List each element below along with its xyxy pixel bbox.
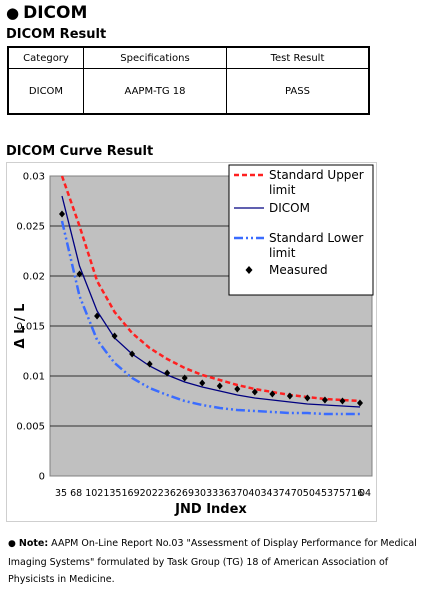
legend-label-lower-1: Standard Lower [269,231,363,245]
cell-category: DICOM [7,68,84,115]
result-table: Category Specifications Test Result DICO… [7,46,370,115]
measured-point [357,399,363,407]
measured-markers [59,210,363,407]
y-tick-label: 0.03 [23,172,45,183]
legend-box [228,164,374,296]
note: ● Note: AAPM On-Line Report No.03 "Asses… [8,535,420,589]
header-category: Category [7,46,84,69]
header-test-result: Test Result [226,46,370,69]
note-label: Note: [18,538,49,549]
measured-point [59,210,65,218]
measured-point [164,369,171,377]
measured-point [321,396,328,404]
measured-point [76,270,83,278]
y-tick-label: 0.02 [23,272,45,283]
measured-point [111,332,118,340]
legend-label-lower-2: limit [269,246,296,260]
y-tick-label: 0 [39,472,45,483]
dicom-curve-chart: 0 0.005 0.01 0.015 0.02 0.025 0.03 35 68 10213… [13,164,374,517]
y-axis-label: Δ L / L [13,304,28,349]
bullet-icon: ● [8,539,16,549]
cell-test-result: PASS [226,68,370,115]
measured-point [286,392,293,400]
legend-label-upper-2: limit [269,183,296,197]
measured-point [129,350,136,358]
measured-point [94,312,101,320]
header-specifications: Specifications [83,46,227,69]
measured-point [199,379,206,387]
series-line [60,220,360,416]
measured-point [269,390,276,398]
cell-specifications: AAPM-TG 18 [83,68,227,115]
measured-point [216,382,223,390]
measured-point [146,360,153,368]
y-tick-label: 0.005 [16,422,45,433]
y-tick-label: 0.015 [16,322,45,333]
measured-point [181,374,188,382]
legend-label-upper-1: Standard Upper [269,168,364,182]
section-title: ● DICOM [6,3,88,23]
legend-label-dicom: DICOM [269,201,310,215]
x-tick-labels: 35 68 1021351692022362693033363704034374… [55,488,363,499]
measured-point [251,388,258,396]
curve-heading: DICOM Curve Result [6,144,154,159]
table-row: DICOM AAPM-TG 18 PASS [7,68,370,115]
y-tick-labels: 0 0.005 0.01 0.015 0.02 0.025 0.03 [16,172,45,483]
measured-point [234,385,241,393]
result-heading: DICOM Result [6,27,107,42]
x-axis-label: JND Index [174,502,247,517]
y-tick-label: 0.01 [23,372,45,383]
x-tick-label-last: 04 [359,488,371,499]
measured-point [339,397,346,405]
series-line [60,175,361,403]
series-line [61,195,361,408]
legend: Standard Upper limit DICOM Standard Lowe… [228,164,374,296]
bullet-icon: ● [6,4,20,22]
measured-point [304,394,311,402]
note-text: AAPM On-Line Report No.03 "Assessment of… [8,538,417,585]
legend-label-measured: Measured [269,263,328,277]
legend-swatch-measured [245,266,253,274]
chart-container: 0 0.005 0.01 0.015 0.02 0.025 0.03 35 68 10213… [6,162,377,522]
y-tick-label: 0.025 [16,222,45,233]
series-lines [60,175,361,416]
